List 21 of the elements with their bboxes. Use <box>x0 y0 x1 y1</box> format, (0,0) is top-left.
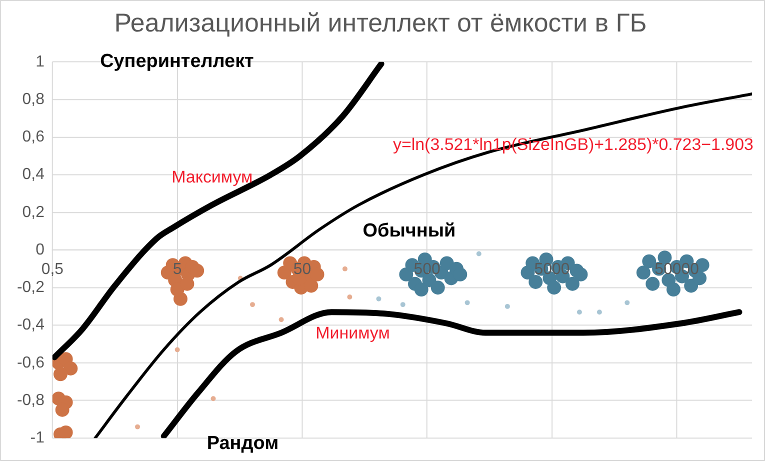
x-tick-label: 500 <box>414 260 441 278</box>
y-tick-label: -0,4 <box>16 316 45 334</box>
annotation: Минимум <box>316 324 390 343</box>
y-tick-label: -1 <box>30 429 45 446</box>
y-tick-label: 0,8 <box>22 90 45 108</box>
y-tick-label: 0,4 <box>22 166 45 184</box>
annotation: Суперинтеллект <box>100 51 254 72</box>
annotation: Максимум <box>172 168 253 187</box>
y-tick-label: 0,2 <box>22 204 45 221</box>
y-tick-label: -0,6 <box>16 354 45 372</box>
x-tick-label: 5 <box>172 260 182 278</box>
x-tick-label: 50 <box>293 260 312 278</box>
y-tick-label: 0 <box>36 241 45 258</box>
y-tick-label: -0,8 <box>16 392 45 409</box>
annotation: Рандом <box>206 432 279 454</box>
chart-title: Реализационный интеллект от ёмкости в ГБ <box>114 10 647 38</box>
x-tick-label: 0,5 <box>41 260 64 278</box>
annotation: Обычный <box>362 220 456 242</box>
y-tick-label: 0,6 <box>22 128 45 146</box>
y-tick-label: -0,2 <box>16 279 45 296</box>
y-tick-label: 1 <box>36 53 45 70</box>
